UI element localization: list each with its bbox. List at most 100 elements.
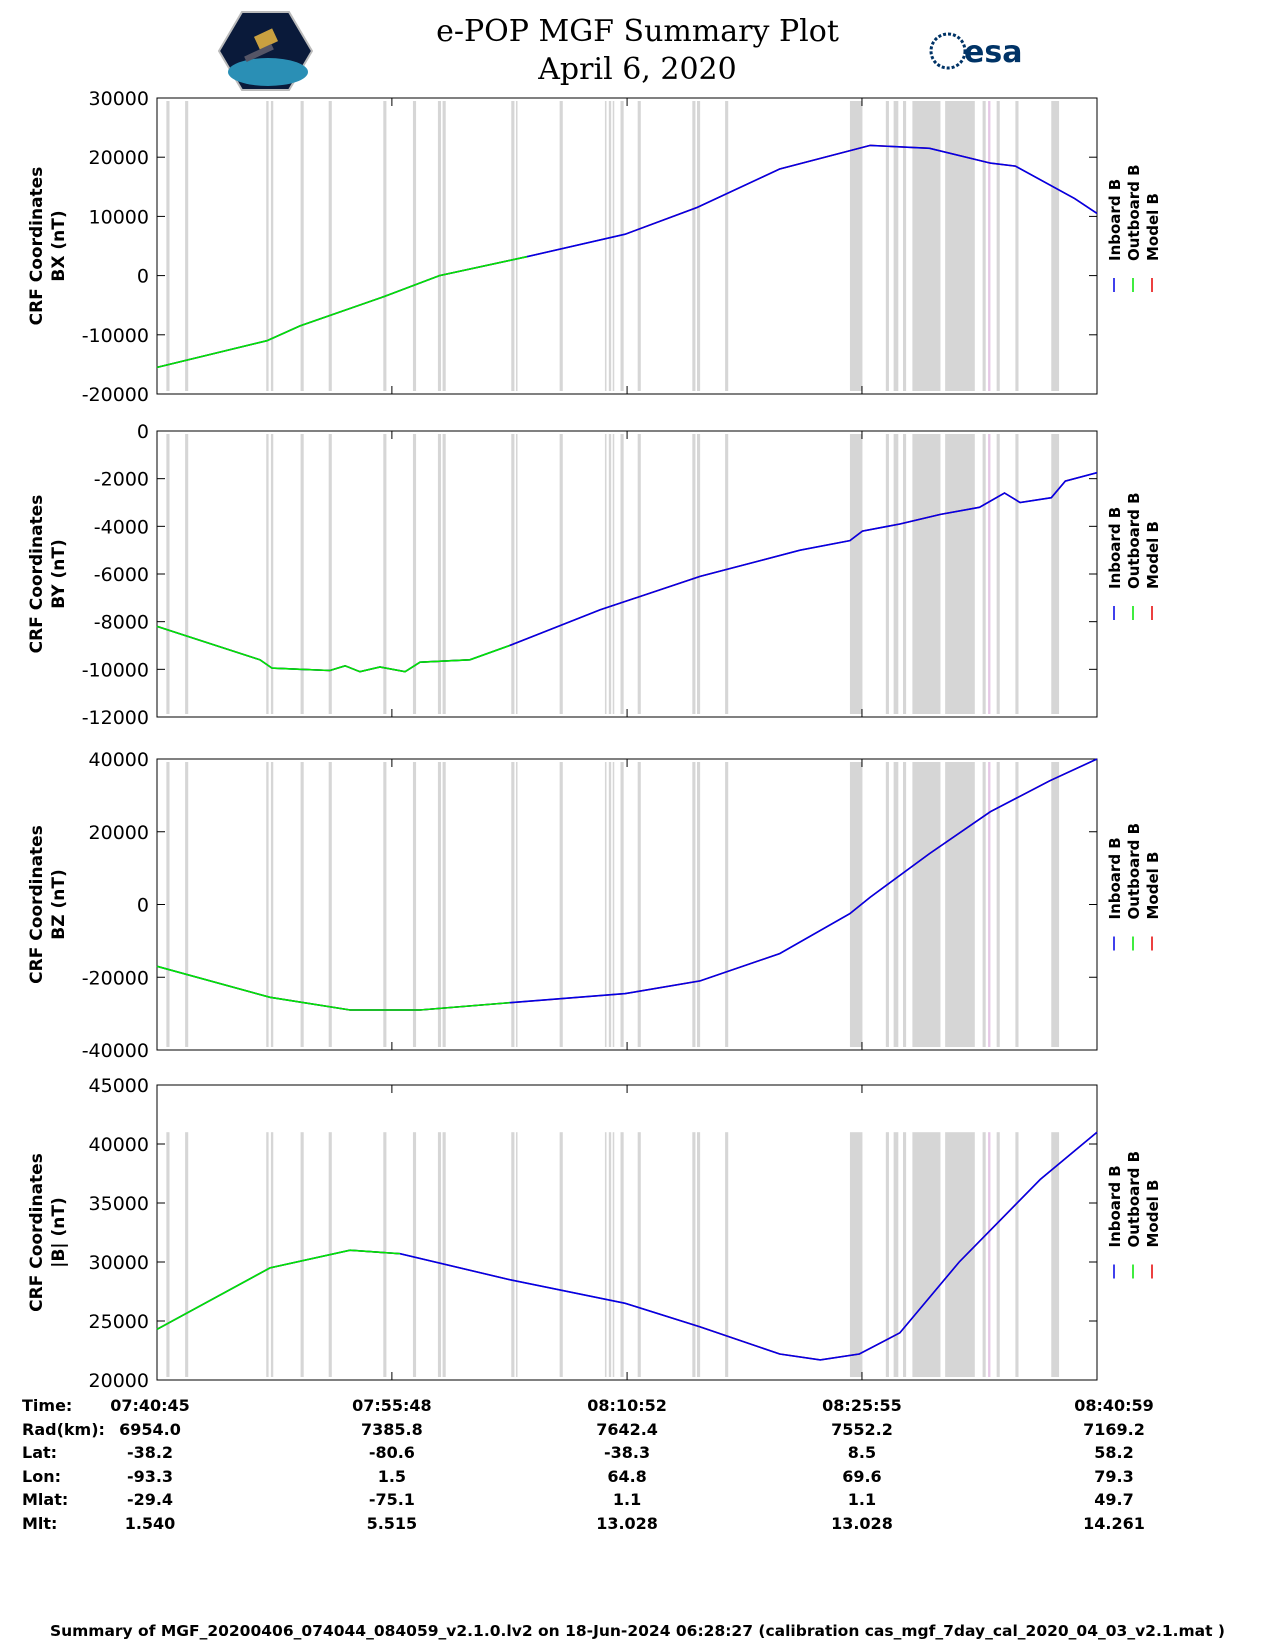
y-tick-label: 20000	[89, 147, 149, 169]
y-tick-label: 0	[137, 266, 149, 288]
table-cell: 08:10:52	[587, 1396, 667, 1415]
table-cell: -75.1	[368, 1490, 415, 1509]
gap-band	[620, 434, 624, 714]
table-cell: -93.3	[126, 1466, 174, 1486]
gap-band	[328, 762, 332, 1047]
gap-band	[996, 101, 1000, 391]
gap-band	[912, 762, 941, 1047]
table-row-label: Lat:	[22, 1443, 58, 1462]
gap-band	[893, 434, 899, 714]
legend-label: Inboard B	[1106, 837, 1124, 919]
y-axis-label-line: BX (nT)	[49, 210, 69, 281]
gap-band	[185, 101, 189, 391]
y-tick-label: -6000	[94, 564, 149, 586]
gap-band	[412, 101, 417, 391]
table-row-label: Time:	[22, 1396, 73, 1415]
gap-band	[849, 101, 863, 391]
gap-band	[270, 1132, 274, 1377]
gap-band	[885, 434, 889, 714]
gap-band	[912, 434, 941, 714]
gap-band	[266, 1132, 269, 1377]
gap-band	[511, 1132, 515, 1377]
panel-3: 20000 25000 30000 35000 40000 45000 CRF Coordi…	[27, 1075, 1162, 1392]
gap-band	[849, 1132, 863, 1377]
gap-band	[982, 762, 986, 1047]
gap-band	[383, 101, 387, 391]
y-tick-label: 0	[137, 895, 149, 917]
gap-band	[982, 1132, 986, 1377]
gap-band-pink	[988, 434, 991, 714]
gap-band	[559, 762, 563, 1047]
svg-text:esa: esa	[964, 35, 1022, 70]
table-cell: 1.1	[612, 1490, 642, 1509]
gap-band	[725, 1132, 729, 1377]
gap-band	[945, 101, 975, 391]
gap-band	[903, 762, 907, 1047]
legend-label: Outboard B	[1125, 823, 1143, 920]
y-tick-label: 30000	[89, 88, 149, 110]
table-cell: 08:40:59	[1074, 1396, 1154, 1415]
gap-band	[383, 1132, 387, 1377]
table-cell: -38.2	[126, 1443, 174, 1462]
gap-band	[515, 762, 518, 1047]
legend-label: Model B	[1144, 521, 1162, 589]
table-cell: 58.2	[1094, 1443, 1134, 1462]
gap-band	[912, 1132, 941, 1377]
y-tick-label: -2000	[94, 469, 149, 491]
table-cell: -29.4	[126, 1490, 174, 1509]
gap-band	[559, 101, 563, 391]
gap-band	[437, 762, 442, 1047]
table-cell: 5.515	[366, 1513, 418, 1533]
table-cell: 7552.2	[831, 1419, 893, 1439]
table-cell: 6954.0	[119, 1419, 181, 1439]
gap-band	[945, 1132, 975, 1377]
y-tick-label: 35000	[89, 1193, 149, 1215]
gap-band	[725, 101, 729, 391]
y-tick-label: -20000	[82, 384, 149, 406]
gap-band	[893, 101, 899, 391]
gap-band	[620, 1132, 624, 1377]
gap-band	[885, 1132, 889, 1377]
gap-band	[1015, 762, 1019, 1047]
y-tick-label: 40000	[89, 749, 149, 771]
table-cell: 64.8	[607, 1466, 647, 1486]
gap-band	[412, 434, 417, 714]
y-tick-label: -12000	[82, 707, 149, 729]
y-tick-label: 0	[137, 421, 149, 443]
gap-band	[885, 762, 889, 1047]
gap-band	[300, 1132, 304, 1377]
gap-band	[185, 762, 189, 1047]
table-row-label: Mlt:	[22, 1513, 58, 1533]
gap-band	[612, 762, 615, 1047]
gap-band	[637, 1132, 641, 1377]
gap-band	[270, 762, 274, 1047]
outboard-b-line	[156, 255, 528, 369]
gap-band	[1051, 434, 1060, 714]
gap-band	[608, 762, 612, 1047]
legend-label: Inboard B	[1106, 507, 1124, 589]
gap-band	[300, 762, 304, 1047]
gap-band	[442, 1132, 446, 1377]
table-cell: 08:25:55	[822, 1396, 902, 1415]
y-axis-label-line: CRF Coordinates	[27, 167, 47, 326]
table-cell: 7385.8	[361, 1419, 423, 1439]
gap-band	[511, 101, 515, 391]
table-row-label: Lon:	[22, 1466, 61, 1486]
table-cell: 07:55:48	[352, 1396, 432, 1415]
y-tick-label: -20000	[82, 967, 149, 989]
gap-band	[903, 434, 907, 714]
gap-band	[604, 1132, 607, 1377]
gap-band	[620, 101, 624, 391]
gap-band	[893, 762, 899, 1047]
gap-band	[515, 1132, 518, 1377]
y-axis-label: CRF Coordinates BX (nT)	[27, 167, 69, 326]
gap-band	[604, 101, 607, 391]
footer-caption: Summary of MGF_20200406_074044_084059_v2…	[49, 1622, 1226, 1640]
gap-band	[511, 434, 515, 714]
gap-band	[559, 1132, 563, 1377]
gap-band	[604, 434, 607, 714]
gap-band	[849, 762, 863, 1047]
gap-band	[692, 101, 696, 391]
panel-2: -40000 -20000 0 20000 40000 CRF Coordinates BZ…	[27, 749, 1162, 1062]
